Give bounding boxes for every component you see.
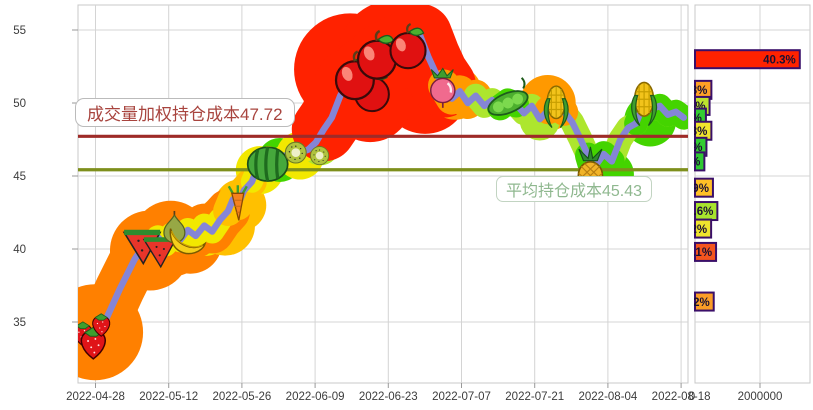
x-axis-tick-label: 2022-06-09: [286, 391, 345, 403]
y-axis-tick-label: 40: [13, 244, 26, 256]
volume-bar-label: 6.2%: [681, 224, 707, 236]
carrot-icon: [227, 185, 248, 221]
x-axis-tick-label: 2022-05-12: [139, 391, 198, 403]
volume-bar: [694, 151, 706, 172]
volume-bar-label: 6.9%: [683, 183, 709, 195]
apple-icon: [389, 23, 427, 70]
volume-bar: [694, 177, 714, 198]
x-axis-tick-label: 2022-05-26: [212, 391, 271, 403]
y-axis-tick-label: 35: [13, 317, 26, 329]
y-axis-tick-label: 45: [13, 171, 26, 183]
volume-bar-label: 4.4%: [676, 142, 702, 154]
watermelon-slice-icon: [142, 237, 177, 269]
volume-profile-bars: 40.3%6.3%5.6%4.2%6.3%4.4%3.6%6.9%8.6%6.2…: [674, 49, 801, 312]
corn-icon: [543, 85, 569, 128]
volume-bar-label: 40.3%: [763, 54, 796, 66]
x-axis-tick-label: 2022-07-07: [432, 391, 491, 403]
x-axis-tick-label: 2022-07-21: [505, 391, 564, 403]
volume-bar-label: 7.2%: [684, 297, 710, 309]
volume-bar: [694, 291, 715, 312]
kiwi-icon: [284, 141, 307, 164]
vwap-cost-label: 成交量加权持仓成本47.72: [75, 98, 295, 127]
avg-cost-label: 平均持仓成本45.43: [496, 176, 653, 202]
strawberry-icon: [92, 313, 111, 337]
banana-icon: [169, 228, 207, 255]
profile-x-tick-label: 2000000: [738, 391, 783, 403]
radish-icon: [429, 67, 456, 108]
volume-bar-label: 8.1%: [686, 247, 712, 259]
volume-bar: [694, 49, 801, 70]
volume-bar-label: 6.3%: [681, 126, 707, 138]
watermelon-icon: [246, 146, 289, 182]
x-axis-tick-label: 2022-08-04: [578, 391, 637, 403]
volume-bar-label: 4.2%: [676, 113, 702, 125]
y-axis-tick-label: 50: [13, 98, 26, 110]
volume-bar-label: 8.6%: [687, 206, 713, 218]
corn-icon: [631, 81, 658, 126]
fruit-markers: [78, 23, 658, 360]
volume-bar-label: 6.3%: [681, 85, 707, 97]
volume-bar-label: 5.6%: [679, 101, 705, 113]
volume-bar: [694, 241, 718, 262]
profile-x-tick-label: 0: [689, 391, 695, 403]
x-axis-tick-label: 2022-08-18: [652, 391, 711, 403]
volume-bar: [694, 218, 713, 239]
x-axis-tick-label: 2022-06-23: [359, 391, 418, 403]
x-axis-tick-label: 2022-04-28: [66, 391, 125, 403]
axis-labels: 55 50 45 40 35 2022-04-28 2022-05-12 2022-05-26…: [13, 25, 782, 403]
volume-bar-label: 3.6%: [674, 157, 700, 169]
apple-icon: [356, 29, 397, 80]
y-axis-tick-label: 55: [13, 25, 26, 37]
pea-icon: [487, 77, 529, 116]
kiwi-icon: [310, 146, 330, 166]
